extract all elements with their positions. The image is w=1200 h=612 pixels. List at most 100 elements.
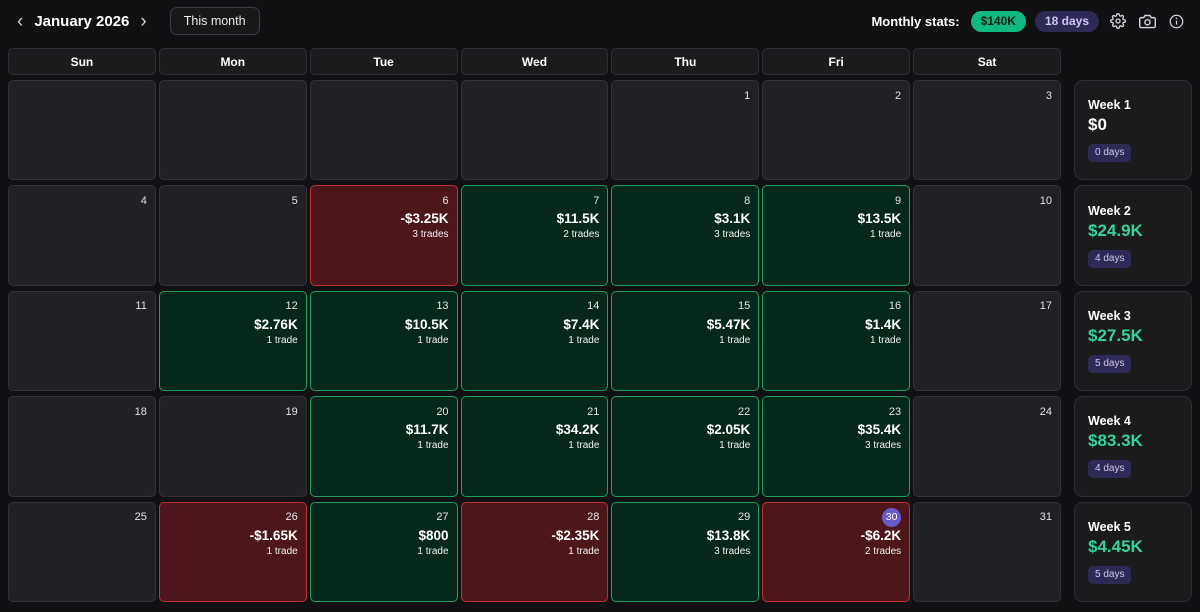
day-trades-count: 1 trade <box>417 334 449 346</box>
weekday-header-mon: Mon <box>158 48 307 75</box>
week-label: Week 3 <box>1088 309 1131 324</box>
day-cell-30[interactable]: 30 -$6.2K 2 trades <box>762 501 911 602</box>
date-number: 1 <box>744 89 751 102</box>
date-number: 6 <box>442 194 449 207</box>
week-pnl-value: $4.45K <box>1088 536 1143 556</box>
day-cell-empty[interactable] <box>460 80 609 181</box>
day-cell-4[interactable]: 4 <box>8 185 156 286</box>
day-cell-19[interactable]: 19 <box>158 396 307 497</box>
day-cell-10[interactable]: 10 <box>913 185 1061 286</box>
day-cell-17[interactable]: 17 <box>913 290 1061 392</box>
day-cell-7[interactable]: 7 $11.5K 2 trades <box>460 185 609 286</box>
date-number: 5 <box>291 194 298 207</box>
day-cell-22[interactable]: 22 $2.05K 1 trade <box>611 396 760 497</box>
day-trades-count: 2 trades <box>563 229 600 241</box>
day-cell-20[interactable]: 20 $11.7K 1 trade <box>309 396 458 497</box>
week-summary-card-3[interactable]: Week 3 $27.5K 5 days <box>1074 290 1192 392</box>
day-cell-15[interactable]: 15 $5.47K 1 trade <box>611 290 760 392</box>
day-cell-empty[interactable] <box>8 80 156 181</box>
day-cell-24[interactable]: 24 <box>913 396 1061 497</box>
day-cell-13[interactable]: 13 $10.5K 1 trade <box>309 290 458 392</box>
date-number: 14 <box>587 300 600 313</box>
week-summary-card-4[interactable]: Week 4 $83.3K 4 days <box>1074 396 1192 497</box>
day-cell-18[interactable]: 18 <box>8 396 156 497</box>
day-cell-16[interactable]: 16 $1.4K 1 trade <box>762 290 911 392</box>
date-number <box>128 86 147 105</box>
date-number <box>279 86 298 105</box>
date-number: 31 <box>1039 511 1052 524</box>
week-summary-card-5[interactable]: Week 5 $4.45K 5 days <box>1074 501 1192 603</box>
camera-icon[interactable] <box>1137 12 1158 31</box>
day-cell-27[interactable]: 27 $800 1 trade <box>309 501 458 602</box>
day-cell-11[interactable]: 11 <box>8 290 156 392</box>
day-trades-count: 1 trade <box>568 440 600 452</box>
week-pnl-value: $0 <box>1088 115 1107 135</box>
weekday-header-sat: Sat <box>913 48 1061 75</box>
day-grid: 1 2 3 4 5 6 -$3.25K 3 trades 7 $11.5K 2 trades 8 $3.… <box>8 80 1061 602</box>
week-summary-card-2[interactable]: Week 2 $24.9K 4 days <box>1074 185 1192 286</box>
day-trades-count: 1 trade <box>719 440 751 452</box>
date-number: 25 <box>134 511 147 524</box>
day-cell-8[interactable]: 8 $3.1K 3 trades <box>611 185 760 286</box>
day-trades-count: 3 trades <box>714 545 751 557</box>
day-trades-count: 3 trades <box>865 440 902 452</box>
week-label: Week 2 <box>1088 203 1131 218</box>
date-number: 23 <box>888 405 902 418</box>
next-month-button[interactable]: › <box>133 10 153 33</box>
week-days-badge: 4 days <box>1088 460 1132 479</box>
weekday-header-fri: Fri <box>762 48 911 75</box>
week-days-badge: 0 days <box>1088 144 1132 163</box>
date-number <box>580 86 599 105</box>
date-number: 24 <box>1039 405 1052 418</box>
week-days-badge: 4 days <box>1088 249 1132 268</box>
day-cell-3[interactable]: 3 <box>913 80 1061 181</box>
day-cell-26[interactable]: 26 -$1.65K 1 trade <box>158 501 307 602</box>
date-number: 22 <box>738 405 751 418</box>
day-pnl-value: $13.8K <box>706 527 751 543</box>
day-cell-25[interactable]: 25 <box>8 501 156 602</box>
date-number: 8 <box>744 194 751 207</box>
info-icon[interactable] <box>1167 12 1186 31</box>
monthly-stats: Monthly stats: $140K 18 days <box>871 10 1186 32</box>
day-cell-31[interactable]: 31 <box>913 501 1061 602</box>
day-trades-count: 1 trade <box>568 545 600 557</box>
day-cell-empty[interactable] <box>309 80 458 181</box>
day-pnl-value: -$1.65K <box>249 527 298 543</box>
date-number: 9 <box>895 194 902 207</box>
week-label: Week 1 <box>1088 98 1131 113</box>
prev-month-button[interactable]: ‹ <box>10 10 30 33</box>
day-trades-count: 1 trade <box>568 334 600 346</box>
day-pnl-value: $13.5K <box>857 211 902 227</box>
day-cell-14[interactable]: 14 $7.4K 1 trade <box>460 290 609 392</box>
month-title: January 2026 <box>34 12 130 30</box>
calendar-layout: Sun Mon Tue Wed Thu Fri Sat 1 2 3 4 5 6 -$3.25K 3 tra… <box>0 42 1200 612</box>
day-cell-1[interactable]: 1 <box>611 80 760 181</box>
day-trades-count: 1 trade <box>417 545 449 557</box>
day-cell-2[interactable]: 2 <box>762 80 911 181</box>
day-cell-9[interactable]: 9 $13.5K 1 trade <box>762 185 911 286</box>
day-cell-23[interactable]: 23 $35.4K 3 trades <box>762 396 911 497</box>
date-number: 21 <box>587 405 600 418</box>
day-trades-count: 3 trades <box>714 229 751 241</box>
week-summary-card-1[interactable]: Week 1 $0 0 days <box>1074 80 1192 181</box>
day-cell-6[interactable]: 6 -$3.25K 3 trades <box>309 185 458 286</box>
week-days-badge: 5 days <box>1088 565 1132 584</box>
date-number: 3 <box>1045 89 1052 102</box>
date-number: 10 <box>1039 194 1052 207</box>
this-month-button[interactable]: This month <box>169 7 260 35</box>
date-number: 20 <box>436 405 449 418</box>
day-trades-count: 1 trade <box>266 545 298 557</box>
day-cell-empty[interactable] <box>158 80 307 181</box>
topbar: ‹ January 2026 › This month Monthly stat… <box>0 0 1200 42</box>
day-trades-count: 1 trade <box>266 334 298 346</box>
day-cell-5[interactable]: 5 <box>158 185 307 286</box>
day-cell-28[interactable]: 28 -$2.35K 1 trade <box>460 501 609 602</box>
day-cell-21[interactable]: 21 $34.2K 1 trade <box>460 396 609 497</box>
settings-gear-icon[interactable] <box>1108 11 1128 31</box>
day-cell-12[interactable]: 12 $2.76K 1 trade <box>158 290 307 392</box>
day-cell-29[interactable]: 29 $13.8K 3 trades <box>611 501 760 602</box>
day-trades-count: 1 trade <box>870 334 902 346</box>
day-trades-count: 2 trades <box>865 545 902 557</box>
day-pnl-value: -$3.25K <box>400 211 449 227</box>
week-summary-column: Week 1 $0 0 days Week 2 $24.9K 4 days Week 3 $2… <box>1074 48 1192 603</box>
